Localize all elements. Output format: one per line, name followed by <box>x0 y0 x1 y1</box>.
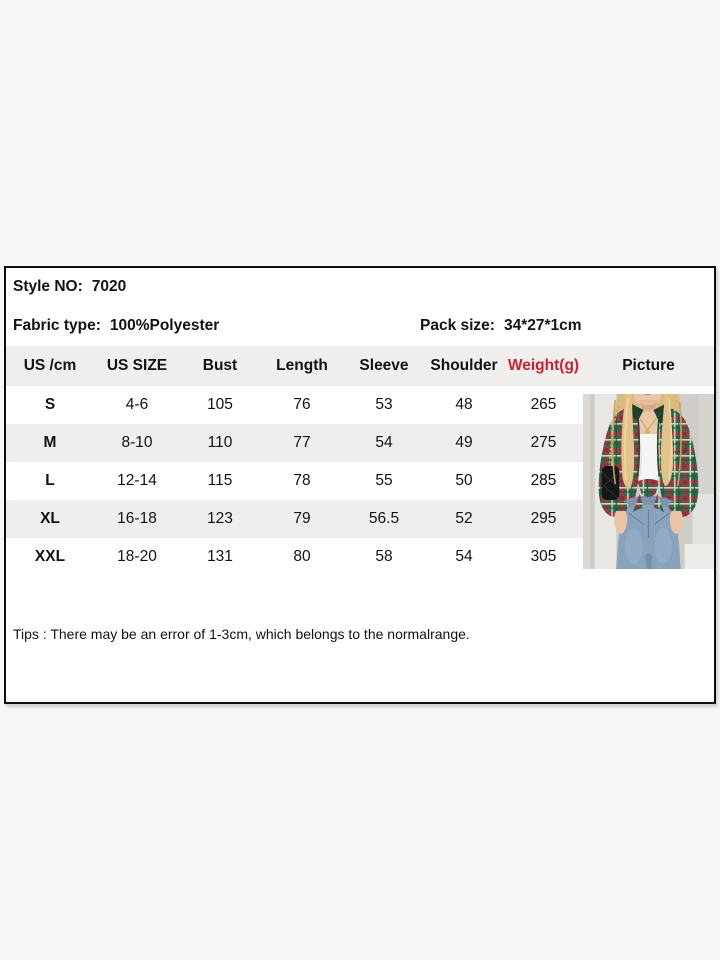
cell-sleeve: 55 <box>375 472 393 489</box>
cell-weight: 295 <box>530 510 557 527</box>
fabric-type-value: 100%Polyester <box>109 317 220 334</box>
column-header-us-cm: US /cm <box>23 357 77 374</box>
cell-us-size: 18-20 <box>117 548 157 565</box>
size-row-xxl: XXL 18-20 131 80 58 54 305 <box>6 538 714 576</box>
size-chart-sheet: Style NO: 7020 Fabric type: 100%Polyester … <box>4 266 716 704</box>
column-header-sleeve: Sleeve <box>359 357 409 374</box>
cell-bust: 123 <box>207 510 233 527</box>
fabric-pack-line: Fabric type: 100%Polyester Pack size: 34*2… <box>13 317 714 335</box>
cell-bust: 115 <box>207 472 233 489</box>
cell-size: S <box>44 396 56 413</box>
cell-shoulder: 52 <box>455 510 473 527</box>
cell-sleeve: 56.5 <box>368 510 400 527</box>
size-table: US /cm US SIZE Bust Length Sleeve Should… <box>6 346 714 576</box>
pack-size-value: 34*27*1cm <box>503 317 582 334</box>
cell-bust: 110 <box>207 434 233 451</box>
cell-size: L <box>45 472 55 489</box>
pack-size-group: Pack size: 34*27*1cm <box>420 317 582 335</box>
cell-weight: 275 <box>530 434 557 451</box>
cell-shoulder: 50 <box>455 472 473 489</box>
tips-text: Tips : There may be an error of 1-3cm, w… <box>13 626 470 642</box>
cell-sleeve: 53 <box>375 396 393 413</box>
cell-size: M <box>43 434 57 451</box>
cell-shoulder: 48 <box>455 396 473 413</box>
cell-size: XXL <box>34 548 66 565</box>
cell-us-size: 8-10 <box>121 434 153 451</box>
cell-bust: 131 <box>207 548 233 565</box>
column-header-picture: Picture <box>622 357 675 374</box>
cell-weight: 285 <box>530 472 557 489</box>
jeans <box>616 495 681 569</box>
cell-us-size: 12-14 <box>117 472 157 489</box>
column-header-us-size: US SIZE <box>106 357 168 374</box>
cell-weight: 305 <box>530 548 557 565</box>
fabric-type-label: Fabric type: <box>13 317 101 334</box>
cell-length: 79 <box>293 510 311 527</box>
column-header-length: Length <box>276 357 328 374</box>
size-row-l: L 12-14 115 78 55 50 285 <box>6 462 714 500</box>
cell-us-size: 16-18 <box>117 510 157 527</box>
size-row-s: S 4-6 105 76 53 48 265 <box>6 386 714 576</box>
style-no-label: Style NO: <box>13 278 83 295</box>
cell-length: 78 <box>293 472 311 489</box>
pack-size-label: Pack size: <box>420 317 495 334</box>
product-photo <box>583 393 714 569</box>
cell-weight: 265 <box>530 396 557 413</box>
column-header-bust: Bust <box>202 357 238 374</box>
cell-sleeve: 54 <box>375 434 393 451</box>
model-hair-front <box>611 393 682 488</box>
cell-sleeve: 58 <box>375 548 393 565</box>
size-table-header-row: US /cm US SIZE Bust Length Sleeve Should… <box>6 346 714 386</box>
cell-us-size: 4-6 <box>125 396 149 413</box>
model-hands <box>613 501 684 534</box>
cell-length: 80 <box>293 548 311 565</box>
shirt-knot <box>632 478 665 512</box>
cell-bust: 105 <box>207 396 233 413</box>
column-header-weight: Weight(g) <box>507 357 580 374</box>
cell-size: XL <box>40 510 60 527</box>
column-header-shoulder: Shoulder <box>430 357 498 374</box>
cell-length: 76 <box>293 396 311 413</box>
cell-length: 77 <box>293 434 311 451</box>
product-photo-cell <box>583 386 714 576</box>
cell-shoulder: 49 <box>455 434 473 451</box>
necklace <box>636 413 660 434</box>
style-no-line: Style NO: 7020 <box>13 278 714 296</box>
cell-shoulder: 54 <box>455 548 473 565</box>
white-crop-top <box>634 433 663 480</box>
style-no-value: 7020 <box>91 278 127 295</box>
